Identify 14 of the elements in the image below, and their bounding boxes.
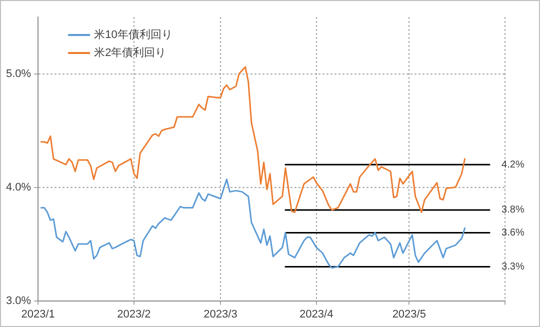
- x-tick-label: 2023/5: [392, 308, 426, 320]
- x-tick-label: 2023/1: [21, 308, 55, 320]
- annotation: 4.2%: [502, 159, 524, 170]
- annotation: 3.3%: [502, 261, 524, 272]
- x-tick-label: 2023/3: [204, 308, 238, 320]
- legend-label: 米10年債利回り: [94, 28, 172, 42]
- y-tick-label: 4.0%: [6, 181, 32, 194]
- x-tick-label: 2023/4: [300, 308, 334, 320]
- y-tick-label: 3.0%: [6, 294, 32, 307]
- annotation: 3.6%: [502, 227, 524, 238]
- annotation: 3.8%: [502, 204, 524, 216]
- x-tick-label: 2023/2: [117, 308, 151, 320]
- legend-label: 米2年債利回り: [94, 46, 166, 60]
- y-tick-label: 5.0%: [6, 68, 32, 80]
